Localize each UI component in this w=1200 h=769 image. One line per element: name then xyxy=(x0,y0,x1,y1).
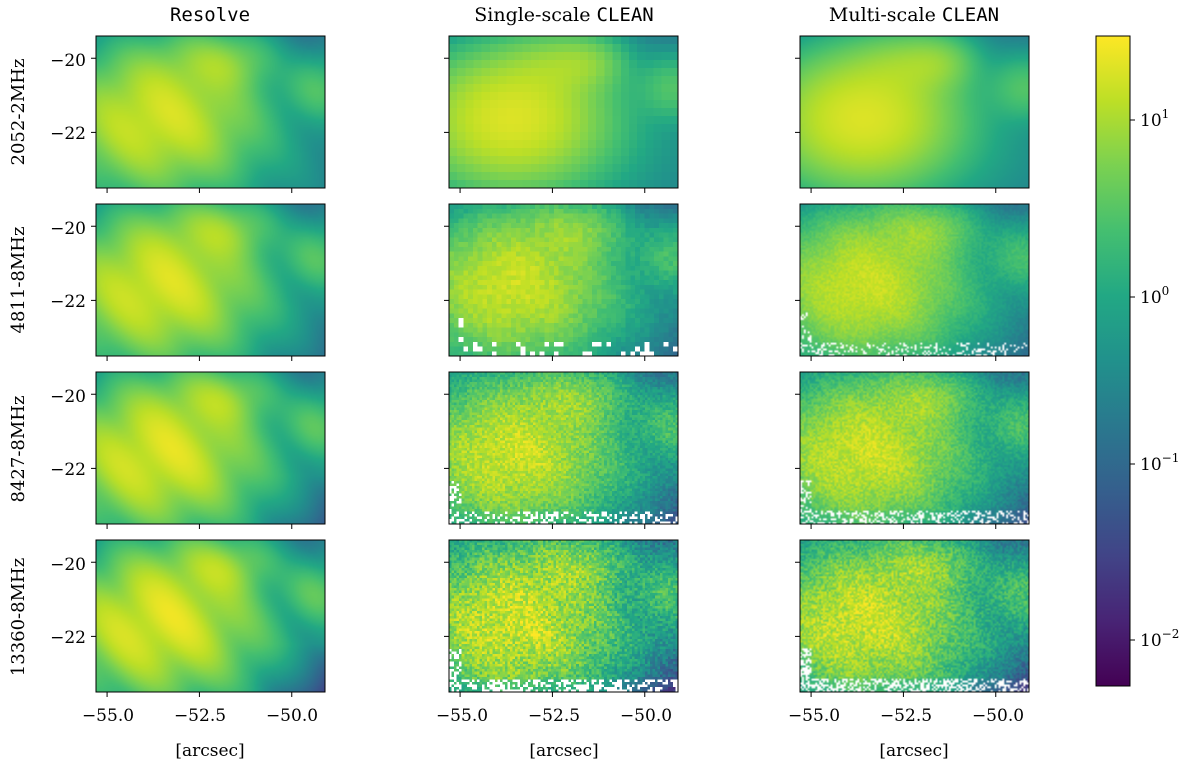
heatmap-image xyxy=(449,36,678,188)
heatmap-panel-r4-c3 xyxy=(795,539,1030,697)
heatmap-panel-r2-c1 xyxy=(91,203,326,361)
heatmap-image xyxy=(96,204,325,356)
column-title-resolve: Resolve xyxy=(170,4,250,26)
heatmap-image xyxy=(96,540,325,692)
svg-text:10−1: 10−1 xyxy=(1140,451,1179,475)
row-label-2: 4811-8MHz xyxy=(8,227,29,334)
heatmap-image xyxy=(800,540,1029,692)
heatmap-image xyxy=(800,36,1029,188)
colorbar-tick-10^0: 100 xyxy=(1130,284,1169,308)
heatmap-panel-r3-c2 xyxy=(444,371,679,529)
heatmap-panel-r4-c1 xyxy=(91,539,326,697)
colorbar-tick-10^-2: 10−2 xyxy=(1130,627,1179,651)
heatmap-panel-r1-c2 xyxy=(444,35,679,193)
xlabel: [arcsec] xyxy=(175,741,244,761)
heatmap-panel-r1-c3 xyxy=(795,35,1030,193)
panel-frame xyxy=(95,539,326,693)
svg-text:101: 101 xyxy=(1140,107,1169,131)
xtick-label: −55.0 xyxy=(82,706,134,726)
row-label-1: 2052-2MHz xyxy=(8,59,29,166)
colorbar xyxy=(1095,35,1131,687)
heatmap-image xyxy=(96,36,325,188)
panel-frame xyxy=(799,539,1030,693)
heatmap-panel-r3-c3 xyxy=(795,371,1030,529)
panel-frame xyxy=(448,371,679,525)
svg-text:100: 100 xyxy=(1140,284,1169,308)
heatmap-image xyxy=(96,372,325,524)
panel-frame xyxy=(448,539,679,693)
xtick-label: −50.0 xyxy=(972,706,1024,726)
heatmap-image xyxy=(449,372,678,524)
ytick-label: −22 xyxy=(50,628,86,648)
xlabel: [arcsec] xyxy=(879,741,948,761)
svg-text:10−2: 10−2 xyxy=(1140,627,1179,651)
xtick-label: −55.0 xyxy=(788,706,840,726)
panel-frame xyxy=(95,203,326,357)
xtick-label: −55.0 xyxy=(436,706,488,726)
panel-frame xyxy=(448,203,679,357)
colorbar-tick-10^-1: 10−1 xyxy=(1130,451,1179,475)
xlabel: [arcsec] xyxy=(529,741,598,761)
ytick-label: −20 xyxy=(50,219,86,239)
heatmap-image xyxy=(449,204,678,356)
panel-frame xyxy=(799,35,1030,189)
heatmap-image xyxy=(800,372,1029,524)
ytick-label: −20 xyxy=(50,387,86,407)
column-title-multi-scale: Multi-scale CLEAN xyxy=(829,4,999,26)
heatmap-panel-r1-c1 xyxy=(91,35,326,193)
ytick-label: −22 xyxy=(50,292,86,312)
ytick-label: −20 xyxy=(50,51,86,71)
row-label-4: 13360-8MHz xyxy=(8,558,29,676)
heatmap-panel-r2-c2 xyxy=(444,203,679,361)
heatmap-panel-r3-c1 xyxy=(91,371,326,529)
panel-frame xyxy=(95,35,326,189)
panel-frame xyxy=(95,371,326,525)
heatmap-image xyxy=(800,204,1029,356)
ytick-label: −22 xyxy=(50,124,86,144)
xtick-label: −52.5 xyxy=(880,706,932,726)
heatmap-panel-r4-c2 xyxy=(444,539,679,697)
xtick-label: −50.0 xyxy=(620,706,672,726)
row-label-3: 8427-8MHz xyxy=(8,396,29,503)
xtick-label: −52.5 xyxy=(174,706,226,726)
xtick-label: −52.5 xyxy=(528,706,580,726)
panel-frame xyxy=(448,35,679,189)
ytick-label: −22 xyxy=(50,460,86,480)
xtick-label: −50.0 xyxy=(266,706,318,726)
panel-frame xyxy=(799,203,1030,357)
heatmap-panel-r2-c3 xyxy=(795,203,1030,361)
heatmap-image xyxy=(449,540,678,692)
colorbar-tick-10^1: 101 xyxy=(1130,107,1169,131)
panel-frame xyxy=(799,371,1030,525)
ytick-label: −20 xyxy=(50,555,86,575)
column-title-single-scale: Single-scale CLEAN xyxy=(474,4,654,26)
